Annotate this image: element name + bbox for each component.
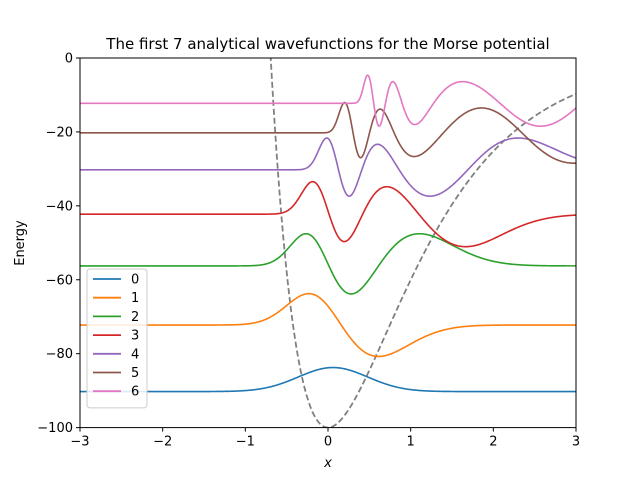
legend-label-4: 4	[131, 347, 139, 362]
legend-label-6: 6	[131, 385, 139, 400]
y-tick-label: −40	[46, 199, 73, 214]
x-tick-label: 3	[572, 435, 580, 450]
series-line-6	[80, 74, 576, 128]
legend-label-1: 1	[131, 291, 139, 306]
y-tick-label: −60	[46, 273, 73, 288]
y-axis-label: Energy	[13, 220, 28, 266]
x-tick-label: −2	[153, 435, 172, 450]
x-tick-label: −1	[236, 435, 255, 450]
x-axis-label: x	[323, 456, 332, 471]
legend-label-0: 0	[131, 273, 139, 288]
legend-label-5: 5	[131, 366, 139, 381]
series-line-1	[80, 292, 576, 358]
series-line-5	[80, 101, 576, 164]
series-line-4	[80, 137, 576, 197]
legend-label-3: 3	[131, 329, 139, 344]
y-tick-label: 0	[65, 52, 73, 67]
y-tick-label: −20	[46, 125, 73, 140]
chart-title: The first 7 analytical wavefunctions for…	[105, 35, 549, 53]
x-tick-label: 1	[407, 435, 415, 450]
series-line-2	[80, 232, 576, 295]
y-tick-label: −100	[37, 421, 73, 436]
x-tick-label: 2	[489, 435, 497, 450]
y-axis: −100 −80 −60 −40 −20 0	[37, 52, 80, 436]
x-axis: −3 −2 −1 0 1 2 3	[70, 427, 580, 450]
series-line-0	[80, 366, 576, 393]
x-tick-label: −3	[70, 435, 89, 450]
legend: 0 1 2 3 4 5 6	[86, 268, 148, 409]
series-line-3	[80, 180, 576, 248]
x-tick-label: 0	[324, 435, 332, 450]
legend-label-2: 2	[131, 310, 139, 325]
y-tick-label: −80	[46, 347, 73, 362]
